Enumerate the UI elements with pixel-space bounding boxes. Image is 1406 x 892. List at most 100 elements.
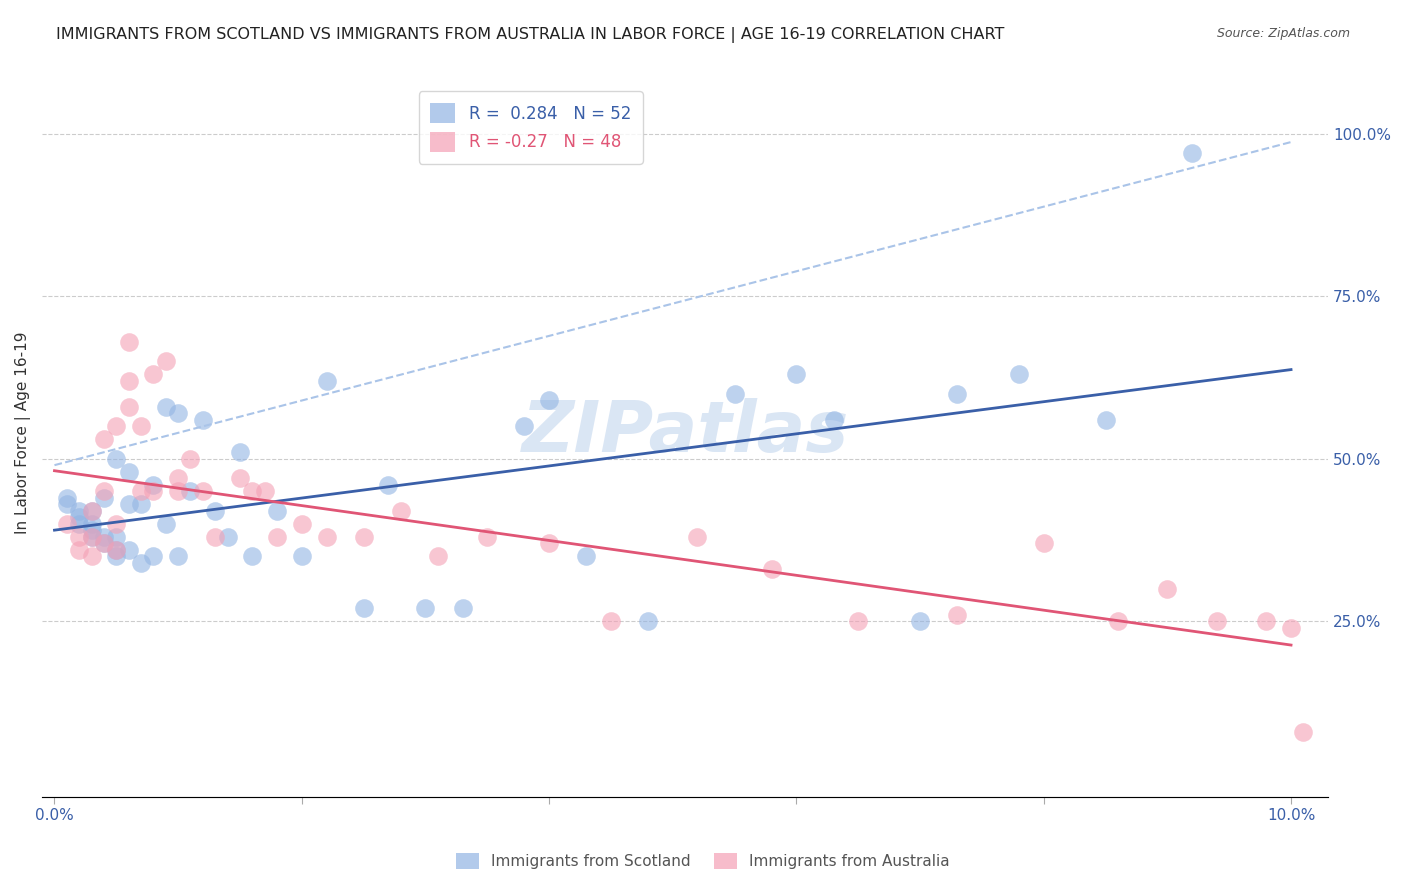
Point bbox=[253, 484, 276, 499]
Point bbox=[686, 530, 709, 544]
Point bbox=[1107, 614, 1129, 628]
Point bbox=[179, 451, 201, 466]
Point bbox=[118, 542, 141, 557]
Point bbox=[105, 530, 128, 544]
Point bbox=[167, 484, 190, 499]
Point bbox=[266, 503, 288, 517]
Point bbox=[93, 491, 115, 505]
Point bbox=[167, 549, 190, 563]
Point bbox=[291, 516, 314, 531]
Text: IMMIGRANTS FROM SCOTLAND VS IMMIGRANTS FROM AUSTRALIA IN LABOR FORCE | AGE 16-19: IMMIGRANTS FROM SCOTLAND VS IMMIGRANTS F… bbox=[56, 27, 1005, 43]
Point bbox=[377, 477, 399, 491]
Point bbox=[600, 614, 623, 628]
Point bbox=[266, 530, 288, 544]
Point bbox=[129, 556, 152, 570]
Point bbox=[1256, 614, 1278, 628]
Point bbox=[451, 601, 474, 615]
Point bbox=[908, 614, 931, 628]
Point bbox=[637, 614, 659, 628]
Text: Source: ZipAtlas.com: Source: ZipAtlas.com bbox=[1216, 27, 1350, 40]
Point bbox=[389, 503, 412, 517]
Point bbox=[217, 530, 239, 544]
Point bbox=[1156, 582, 1178, 596]
Point bbox=[142, 484, 165, 499]
Point bbox=[240, 549, 263, 563]
Point bbox=[105, 542, 128, 557]
Point bbox=[118, 400, 141, 414]
Point bbox=[426, 549, 449, 563]
Point bbox=[1181, 146, 1204, 161]
Point bbox=[1205, 614, 1227, 628]
Point bbox=[67, 510, 90, 524]
Point bbox=[105, 516, 128, 531]
Point bbox=[846, 614, 869, 628]
Point bbox=[142, 549, 165, 563]
Point bbox=[167, 471, 190, 485]
Point bbox=[80, 503, 103, 517]
Point bbox=[1032, 536, 1054, 550]
Point bbox=[93, 536, 115, 550]
Point bbox=[315, 530, 337, 544]
Point bbox=[67, 516, 90, 531]
Point bbox=[67, 503, 90, 517]
Point bbox=[80, 503, 103, 517]
Point bbox=[67, 542, 90, 557]
Point bbox=[142, 367, 165, 381]
Point bbox=[291, 549, 314, 563]
Point bbox=[80, 530, 103, 544]
Point bbox=[129, 419, 152, 434]
Point bbox=[105, 451, 128, 466]
Point bbox=[823, 412, 845, 426]
Point bbox=[538, 536, 561, 550]
Point bbox=[93, 536, 115, 550]
Point bbox=[538, 393, 561, 408]
Point bbox=[155, 400, 177, 414]
Point bbox=[118, 497, 141, 511]
Point bbox=[129, 484, 152, 499]
Legend: R =  0.284   N = 52, R = -0.27   N = 48: R = 0.284 N = 52, R = -0.27 N = 48 bbox=[419, 91, 643, 164]
Point bbox=[191, 412, 214, 426]
Point bbox=[1094, 412, 1116, 426]
Point bbox=[1008, 367, 1031, 381]
Point bbox=[105, 419, 128, 434]
Point bbox=[167, 406, 190, 420]
Text: ZIPatlas: ZIPatlas bbox=[522, 398, 849, 467]
Point bbox=[353, 530, 375, 544]
Point bbox=[575, 549, 598, 563]
Point bbox=[240, 484, 263, 499]
Point bbox=[93, 432, 115, 446]
Point bbox=[204, 530, 226, 544]
Point bbox=[761, 562, 783, 576]
Point bbox=[946, 386, 969, 401]
Point bbox=[56, 491, 79, 505]
Point bbox=[105, 549, 128, 563]
Point bbox=[118, 374, 141, 388]
Point bbox=[93, 484, 115, 499]
Point bbox=[80, 516, 103, 531]
Point bbox=[204, 503, 226, 517]
Point bbox=[67, 530, 90, 544]
Point bbox=[179, 484, 201, 499]
Point bbox=[155, 516, 177, 531]
Point bbox=[229, 471, 252, 485]
Point bbox=[1279, 621, 1302, 635]
Point bbox=[142, 477, 165, 491]
Point bbox=[946, 607, 969, 622]
Point bbox=[80, 549, 103, 563]
Point bbox=[415, 601, 437, 615]
Point bbox=[513, 419, 536, 434]
Point bbox=[56, 516, 79, 531]
Y-axis label: In Labor Force | Age 16-19: In Labor Force | Age 16-19 bbox=[15, 331, 31, 533]
Point bbox=[105, 542, 128, 557]
Point bbox=[155, 354, 177, 368]
Point bbox=[56, 497, 79, 511]
Point bbox=[118, 465, 141, 479]
Point bbox=[353, 601, 375, 615]
Point bbox=[315, 374, 337, 388]
Point bbox=[118, 334, 141, 349]
Legend: Immigrants from Scotland, Immigrants from Australia: Immigrants from Scotland, Immigrants fro… bbox=[450, 847, 956, 875]
Point bbox=[1292, 724, 1315, 739]
Point bbox=[129, 497, 152, 511]
Point bbox=[93, 530, 115, 544]
Point bbox=[80, 523, 103, 537]
